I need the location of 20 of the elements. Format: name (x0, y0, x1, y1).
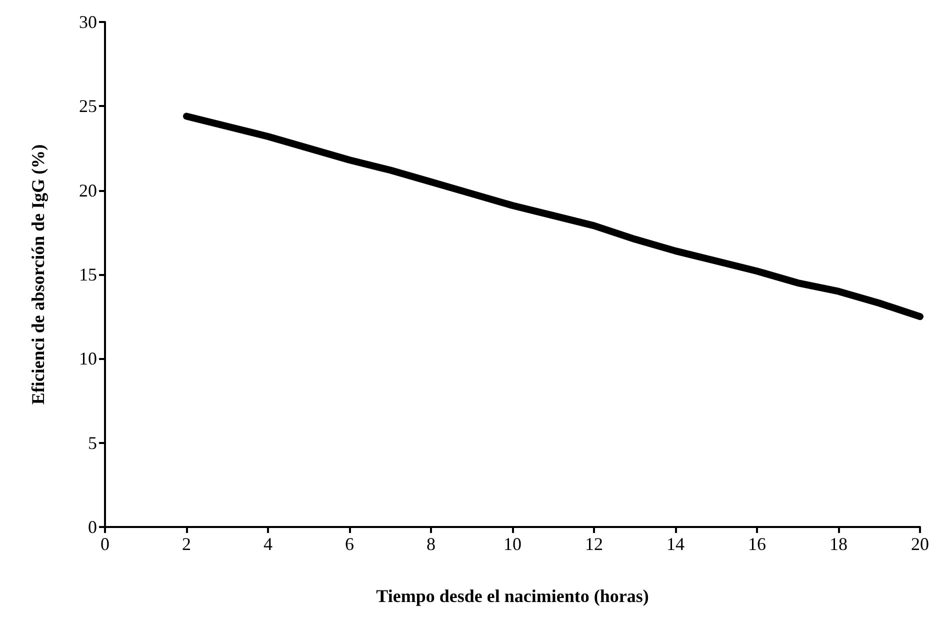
y-tick-label: 20 (79, 180, 97, 200)
y-axis-title: Eficienci de absorción de IgG (%) (28, 144, 48, 405)
x-tick-label: 0 (100, 534, 110, 554)
x-tick-label: 8 (426, 534, 436, 554)
x-tick-label: 18 (830, 534, 848, 554)
x-tick-label: 6 (345, 534, 354, 554)
y-tick-label: 10 (79, 348, 97, 369)
x-tick-label: 16 (748, 534, 766, 554)
x-tick-label: 10 (504, 534, 522, 554)
x-axis-title: Tiempo desde el nacimiento (horas) (376, 586, 649, 606)
y-tick-label: 5 (88, 432, 97, 453)
x-tick-label: 14 (666, 534, 684, 554)
x-tick-label: 20 (911, 534, 929, 554)
y-tick-label: 30 (79, 12, 97, 32)
y-tick-label: 15 (79, 264, 97, 284)
x-tick-label: 2 (182, 534, 191, 554)
y-tick-label: 0 (88, 517, 97, 537)
y-tick-label: 25 (79, 96, 97, 116)
x-tick-label: 4 (264, 534, 272, 554)
x-tick-label: 12 (585, 534, 603, 554)
